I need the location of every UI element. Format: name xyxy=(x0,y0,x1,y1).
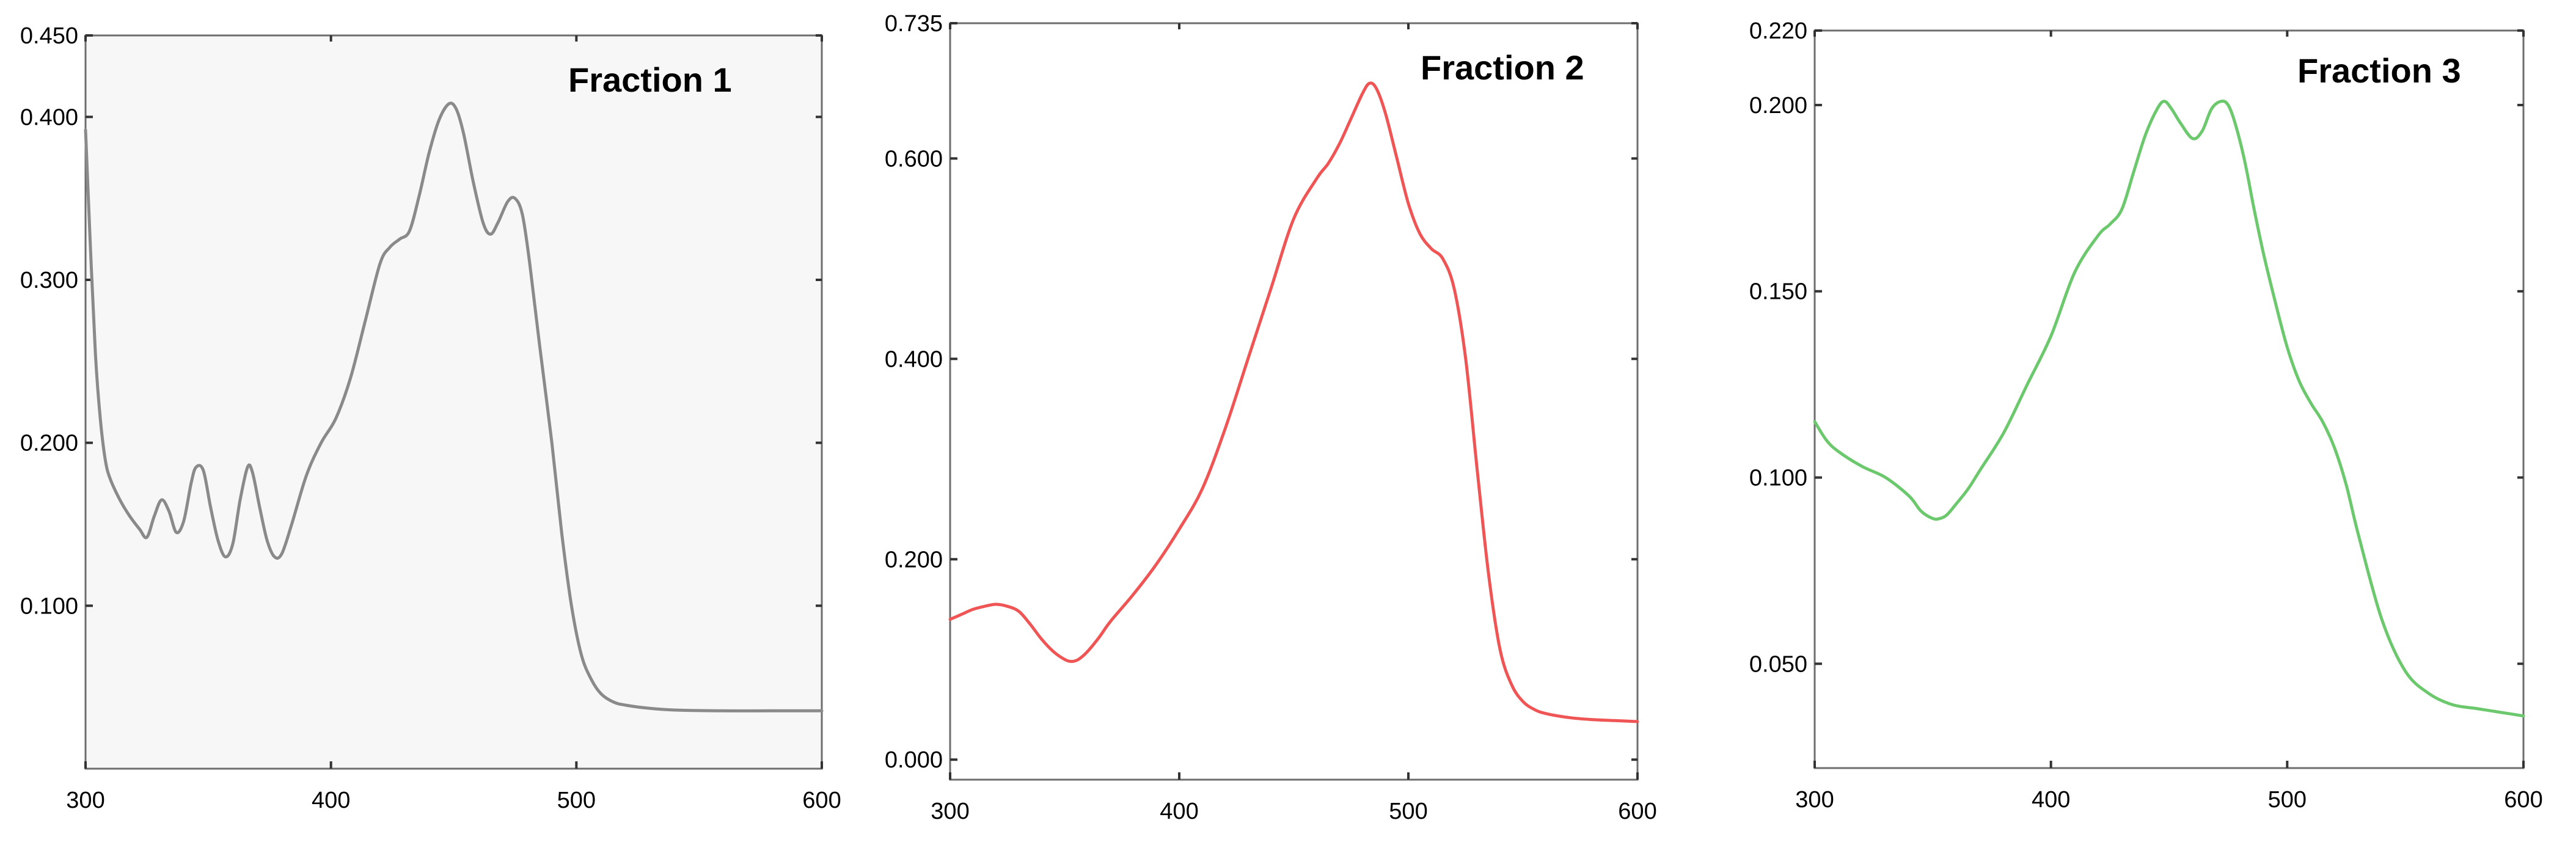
fraction-2-spectrum-line xyxy=(948,81,1639,723)
fraction-3-title: Fraction 3 xyxy=(2297,51,2461,90)
fraction-3-plot-area xyxy=(1813,29,2525,769)
fraction-2-x-tick-label: 500 xyxy=(1389,799,1427,824)
fraction-3-chart: 0.050 0.100 0.150 0.200 0.220 300 400 500 600 Fra… xyxy=(1749,18,2543,813)
fraction-3-y-tick-label: 0.220 xyxy=(1749,18,1807,44)
fraction-3-x-tick-label: 300 xyxy=(1795,787,1834,813)
fraction-3-y-tick-label: 0.050 xyxy=(1749,651,1807,677)
fraction-2-y-tick-label: 0.400 xyxy=(885,346,943,372)
fraction-3-spectrum-line xyxy=(1813,99,2525,718)
fraction-3-x-tick-label: 400 xyxy=(2032,787,2070,813)
fraction-1-y-tick-label: 0.400 xyxy=(20,104,78,130)
fraction-2-plot-area xyxy=(949,22,1639,781)
fraction-3-y-tick-label: 0.100 xyxy=(1749,466,1807,491)
fraction-1-chart: 0.100 0.200 0.300 0.400 0.450 300 400 500 600 Fra… xyxy=(20,23,841,813)
fraction-3-x-tick-label: 500 xyxy=(2268,787,2307,813)
fraction-2-chart: 0.000 0.200 0.400 0.600 0.735 300 400 500 600 Fra… xyxy=(885,11,1657,824)
fraction-1-y-tick-label: 0.100 xyxy=(20,593,78,619)
fraction-2-y-tick-label: 0.200 xyxy=(885,547,943,573)
fraction-2-title: Fraction 2 xyxy=(1421,48,1584,87)
fraction-3-y-tick-label: 0.200 xyxy=(1749,93,1807,119)
fraction-2-x-tick-label: 600 xyxy=(1618,799,1656,824)
fraction-2-y-tick-label: 0.000 xyxy=(885,747,943,773)
fraction-2-y-tick-label: 0.735 xyxy=(885,11,943,37)
fraction-1-x-tick-label: 500 xyxy=(557,788,596,813)
fraction-1-y-tick-label: 0.200 xyxy=(20,431,78,456)
fraction-1-plot-area xyxy=(84,34,823,770)
fraction-1-spectrum-line xyxy=(84,101,824,712)
fraction-2-y-tick-label: 0.600 xyxy=(885,146,943,172)
fraction-1-y-tick-label: 0.450 xyxy=(20,23,78,49)
fraction-2-x-tick-label: 300 xyxy=(931,799,969,824)
fraction-1-x-tick-label: 400 xyxy=(312,788,350,813)
fraction-1-title: Fraction 1 xyxy=(568,60,732,99)
fraction-2-x-tick-label: 400 xyxy=(1160,799,1198,824)
fraction-1-x-tick-label: 600 xyxy=(802,788,841,813)
fraction-3-x-tick-label: 600 xyxy=(2504,787,2542,813)
fraction-1-y-tick-label: 0.300 xyxy=(20,268,78,293)
fraction-1-x-tick-label: 300 xyxy=(66,788,104,813)
fraction-3-y-tick-label: 0.150 xyxy=(1749,279,1807,305)
